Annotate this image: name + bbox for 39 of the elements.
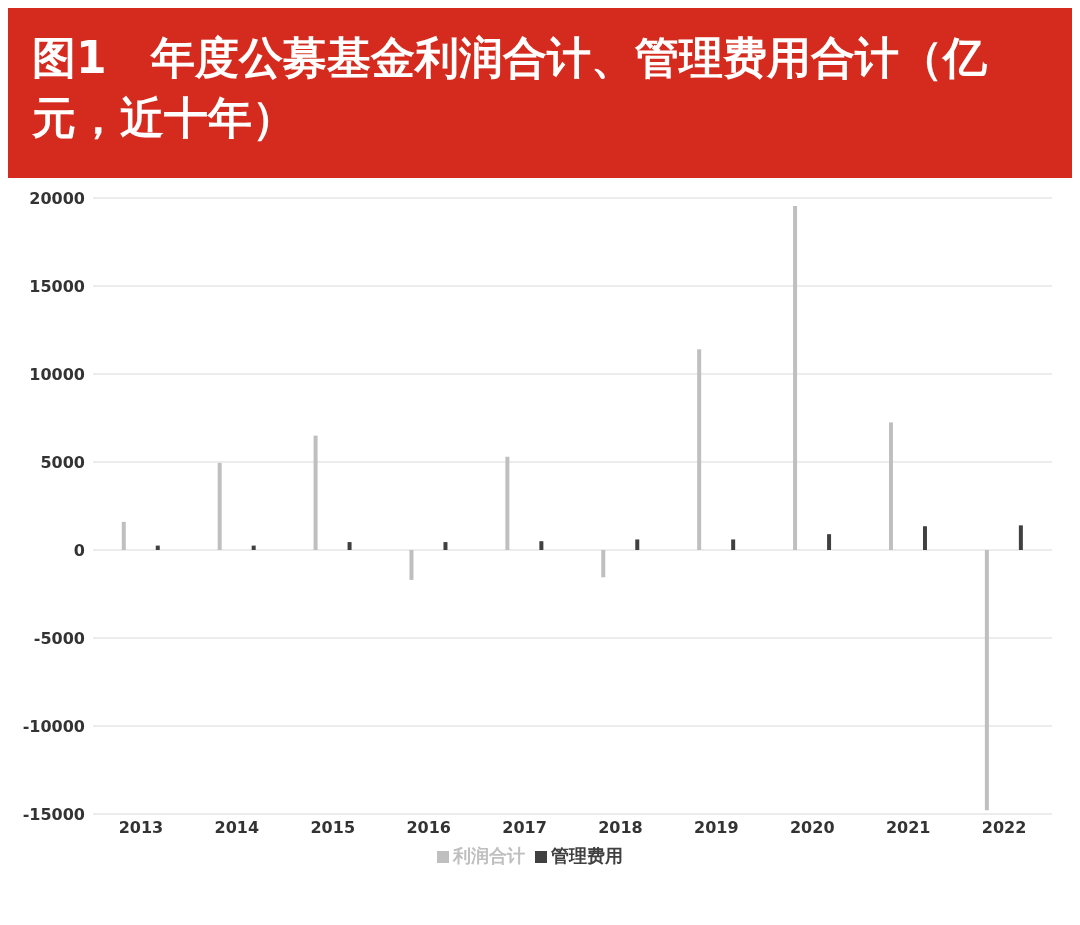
y-tick-label: 10000	[29, 364, 85, 384]
y-tick-label: 20000	[29, 188, 85, 208]
bar	[984, 550, 989, 811]
bar	[1018, 525, 1023, 550]
x-tick-label: 2013	[118, 818, 164, 838]
bar	[539, 541, 544, 550]
bar	[731, 539, 736, 550]
x-tick-label: 2017	[502, 818, 547, 838]
x-tick-label: 2021	[885, 818, 931, 838]
bar	[409, 550, 414, 580]
bar	[922, 526, 927, 550]
x-tick-label: 2019	[694, 818, 739, 838]
x-tick-label: 2022	[981, 818, 1027, 838]
y-tick-label: 0	[73, 540, 85, 560]
bar	[793, 205, 798, 550]
bar	[347, 542, 352, 550]
y-tick-label: -10000	[22, 716, 85, 736]
x-tick-label: 2020	[789, 818, 835, 838]
bar	[635, 539, 640, 550]
x-tick-label: 2015	[310, 818, 356, 838]
bar	[121, 521, 126, 550]
chart-title: 图1 年度公募基金利润合计、管理费用合计（亿元，近十年）	[8, 8, 1072, 178]
x-tick-label: 2014	[214, 818, 260, 838]
bar	[697, 349, 702, 550]
bar	[443, 542, 448, 550]
bar	[313, 435, 318, 550]
y-tick-label: 5000	[40, 452, 85, 472]
x-tick-label: 2016	[406, 818, 451, 838]
bar	[601, 550, 606, 578]
bar	[888, 422, 893, 550]
y-tick-label: -15000	[22, 804, 85, 824]
legend-label: 利润合计	[453, 845, 525, 866]
bar	[217, 462, 222, 550]
y-tick-label: -5000	[33, 628, 85, 648]
bar	[827, 534, 832, 550]
legend-label: 管理费用	[551, 845, 623, 866]
y-tick-label: 15000	[29, 276, 85, 296]
x-tick-label: 2018	[598, 818, 643, 838]
bar	[505, 456, 510, 550]
